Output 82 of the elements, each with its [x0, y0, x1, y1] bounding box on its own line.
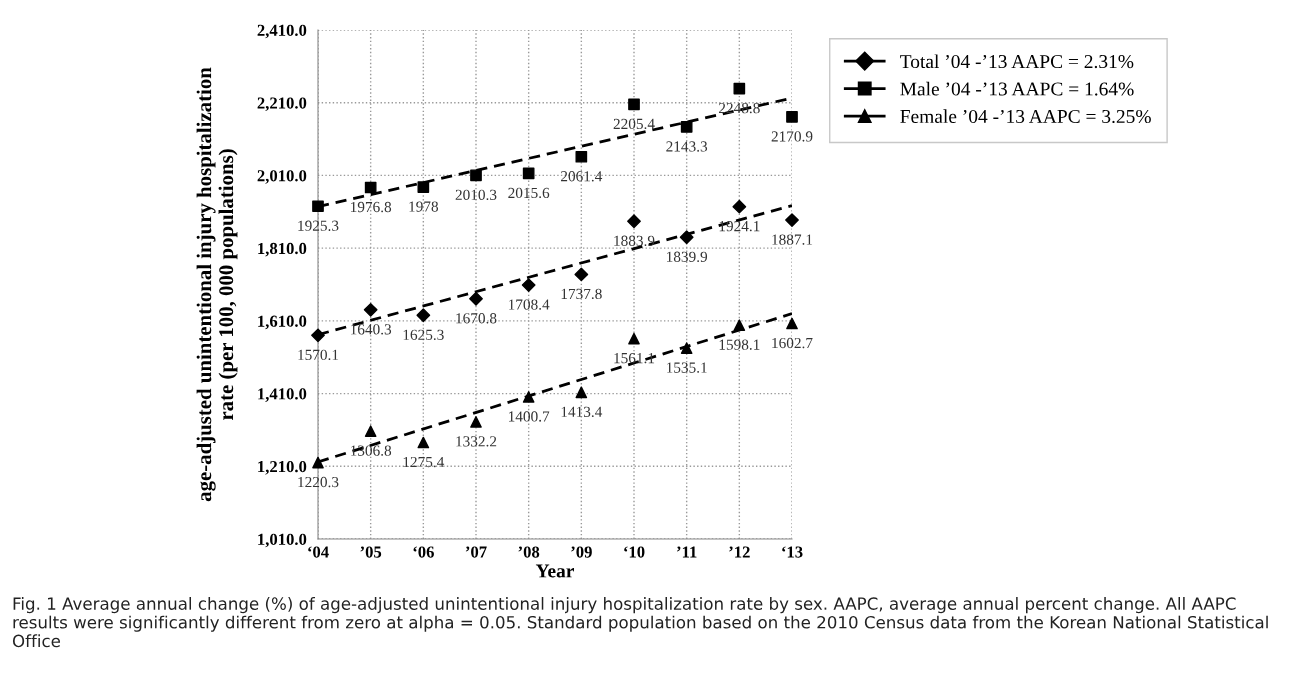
x-tick-label: ‘06: [413, 546, 434, 558]
data-label: 1925.3: [298, 220, 339, 231]
y-tick-label: 1,810.0: [258, 242, 307, 257]
data-label: 1413.4: [561, 406, 603, 418]
x-tick-label: ’07: [465, 546, 487, 558]
y-axis-title: age-adjusted unintentional injury hospitalization rate (per 100, 000 populations): [196, 67, 238, 502]
y-tick-label: 1,010.0: [258, 533, 307, 548]
point: [522, 391, 535, 403]
data-label: 1602.7: [772, 337, 813, 349]
point: [470, 416, 482, 428]
data-label: 1220.3: [298, 476, 339, 488]
point: [521, 278, 536, 292]
data-label: 1887.1: [772, 234, 813, 245]
data-label: 1306.8: [351, 445, 392, 456]
point: [733, 82, 746, 95]
legend-label: Total ’04 -’13 AAPC = 2.31%: [900, 54, 1134, 69]
x-tick-label: ‘04: [308, 546, 329, 558]
point: [312, 200, 324, 213]
data-label: 1400.7: [509, 411, 550, 422]
y-tick-label: 1,610.0: [258, 315, 307, 330]
data-label: 1839.9: [667, 251, 708, 262]
x-axis-title: Year: [535, 564, 575, 578]
legend-label: Male ’04 -’13 AAPC = 1.64%: [900, 81, 1134, 96]
data-label: 1737.8: [561, 288, 602, 300]
point: [575, 386, 588, 399]
point: [417, 436, 430, 449]
x-tick-label: ’09: [571, 546, 592, 558]
point: [628, 98, 640, 111]
data-label: 1978: [409, 201, 439, 212]
point: [786, 111, 798, 123]
point: [680, 121, 693, 133]
point: [679, 230, 694, 245]
point: [364, 425, 377, 437]
y-tick-label: 2,010.0: [257, 170, 307, 184]
data-label: 1924.1: [719, 221, 760, 232]
x-tick-label: ’08: [518, 546, 540, 558]
point: [732, 199, 747, 214]
y-tick-label: 2,410.0: [257, 24, 307, 39]
data-label: 1640.3: [351, 324, 392, 335]
data-label: 1275.4: [403, 456, 445, 468]
point: [416, 308, 431, 323]
data-label: 1976.8: [351, 201, 392, 213]
point: [733, 319, 746, 332]
point: [680, 342, 693, 354]
data-label: 2205.4: [613, 118, 655, 130]
point: [364, 181, 377, 194]
y-tick-label: 1,410.0: [258, 388, 307, 402]
point: [417, 181, 430, 193]
point: [522, 167, 535, 180]
x-tick-label: ‘10: [624, 546, 645, 558]
point: [785, 213, 799, 228]
point: [575, 150, 588, 163]
y-tick-label: 2,210.0: [257, 97, 307, 112]
point: [786, 317, 798, 330]
data-label: 2143.3: [666, 141, 708, 152]
point: [469, 291, 483, 306]
data-label: 1570.1: [298, 349, 339, 361]
caption: Fig. 1 Average annual change (%) of age-adjusted unintentional injury hospitalization rate by sex. AAPC, average annual percent change. All AAPC results were significantly different from zero at alpha = 0.05. Standard population based on the 2010 Census data from the Korean National Statistical Office: [12, 597, 1268, 648]
point: [574, 267, 589, 282]
x-tick-label: ’12: [729, 546, 750, 558]
data-label: 2010.3: [455, 189, 497, 201]
data-label: 2061.4: [561, 171, 603, 182]
point: [363, 302, 378, 317]
data-label: 1332.2: [456, 436, 497, 447]
data-label: 1535.1: [667, 362, 707, 373]
x-tick-label: ’11: [677, 546, 697, 558]
data-label: 1598.1: [719, 339, 760, 350]
data-label: 1625.3: [403, 329, 444, 340]
point: [470, 169, 482, 182]
data-label: 1670.8: [456, 313, 497, 324]
data-label: 1883.9: [614, 235, 655, 246]
data-label: 1708.4: [509, 299, 550, 310]
x-tick-label: ‘13: [782, 546, 803, 558]
legend-label: Female ’04 -’13 AAPC = 3.25%: [900, 109, 1151, 124]
y-tick-label: 1,210.0: [258, 460, 307, 475]
x-tick-label: ’05: [360, 546, 382, 558]
point: [311, 328, 325, 343]
point: [628, 332, 640, 345]
point: [312, 456, 324, 469]
data-label: 2170.9: [771, 131, 813, 142]
point: [627, 214, 641, 229]
data-label: 2015.6: [508, 187, 550, 199]
